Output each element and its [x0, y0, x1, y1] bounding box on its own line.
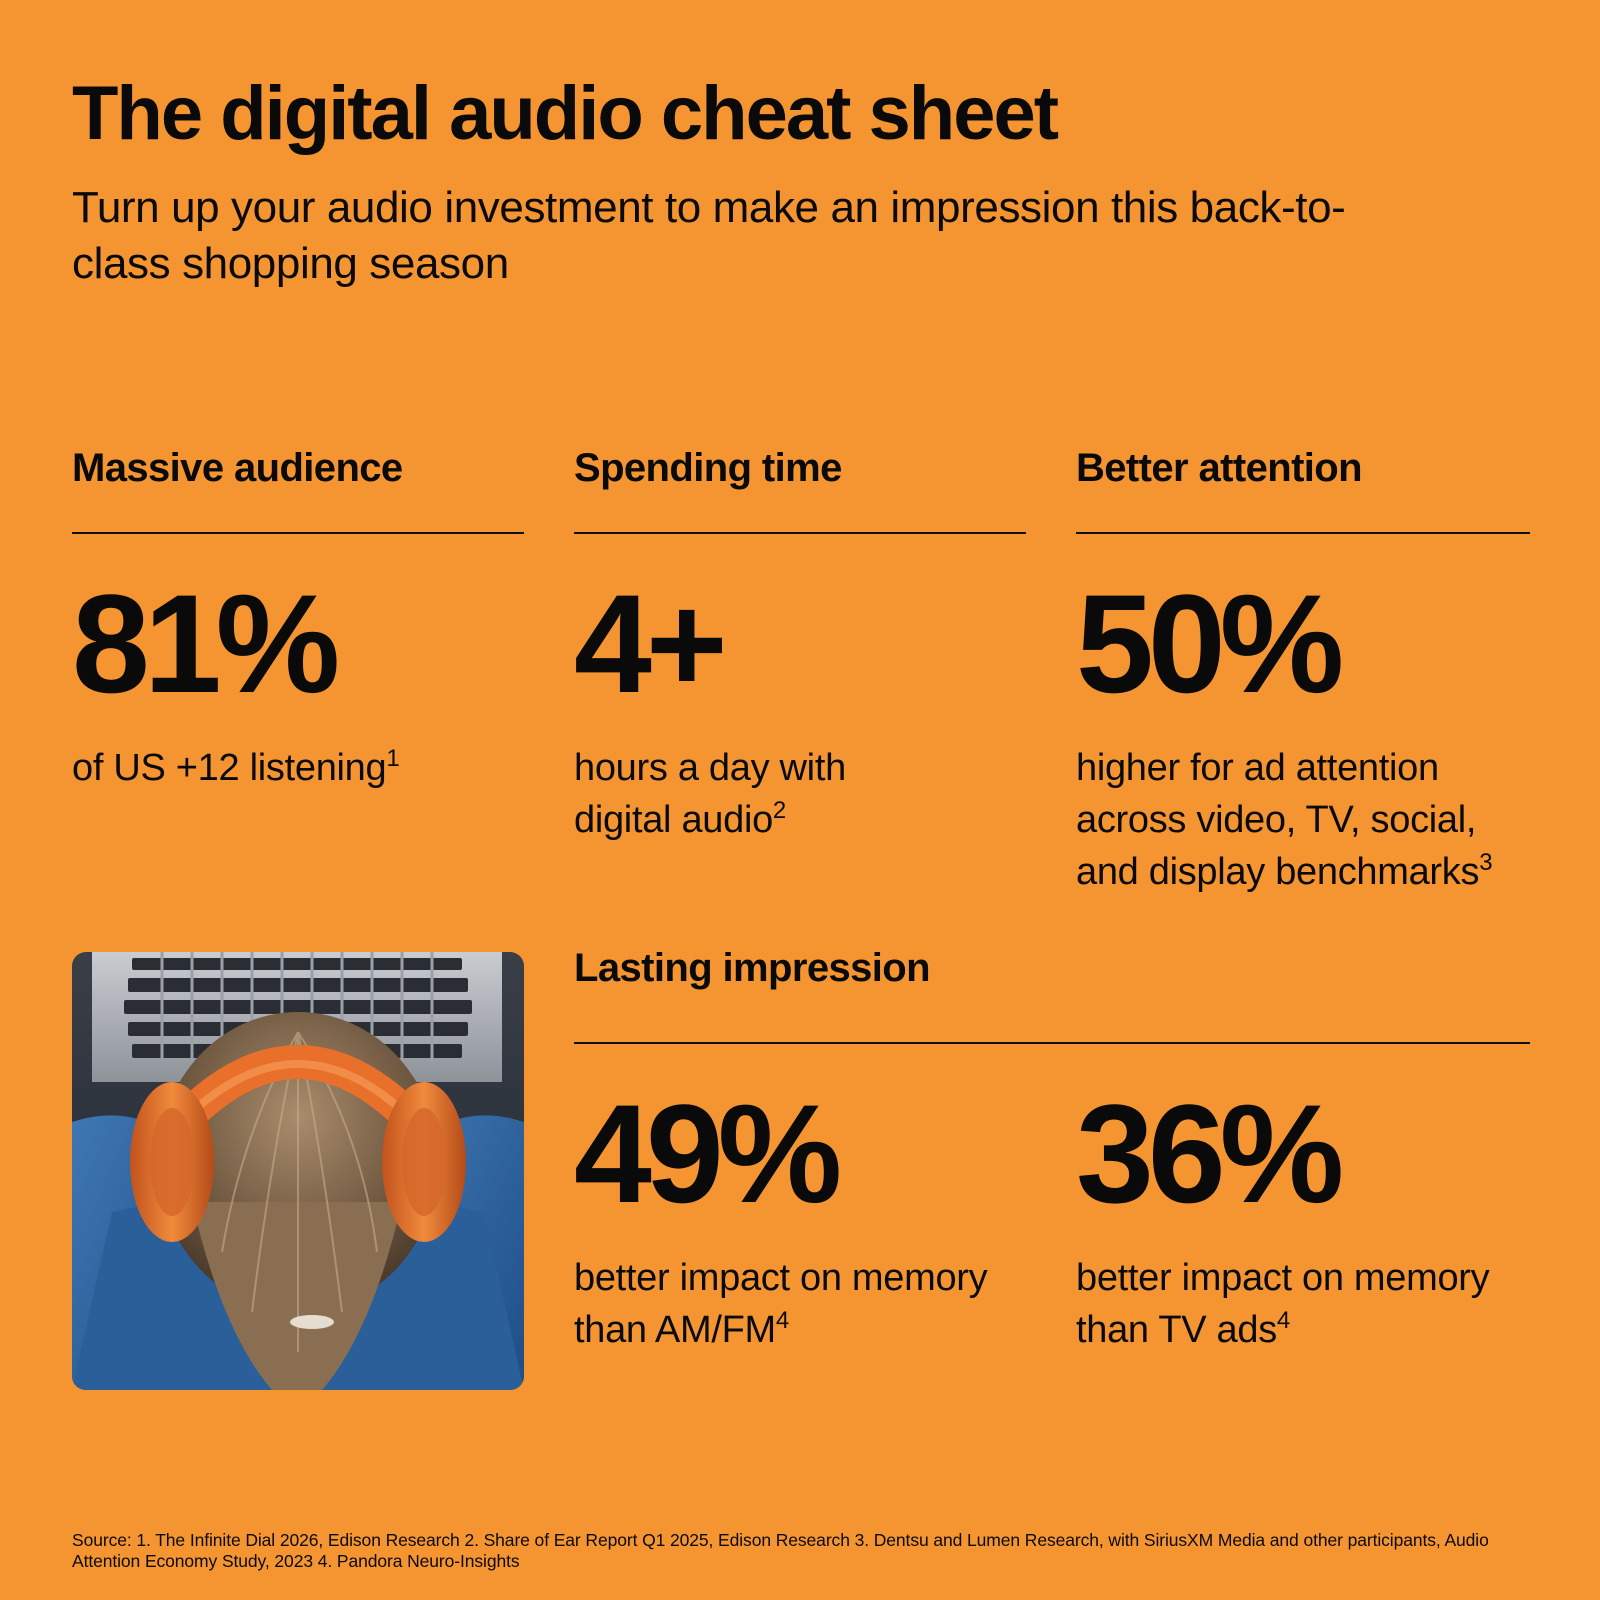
stat-description: hours a day with digital audio2: [574, 742, 894, 846]
footnote-marker: 3: [1479, 849, 1493, 876]
photo-illustration: [72, 952, 524, 1390]
stat-description-text: better impact on memory than AM/FM: [574, 1257, 988, 1351]
stat-description-text: of US +12 listening: [72, 747, 387, 789]
divider: [574, 1042, 1530, 1044]
stat-description: better impact on memory than AM/FM4: [574, 1252, 1044, 1356]
divider: [1076, 532, 1530, 534]
stat-description-text: higher for ad attention across video, TV…: [1076, 747, 1480, 893]
stat-heading: Massive audience: [72, 446, 403, 490]
stat-memory-amfm: 49% better impact on memory than AM/FM4: [574, 1044, 1044, 1356]
stat-heading: Better attention: [1076, 446, 1363, 490]
footnote-marker: 4: [1276, 1307, 1290, 1334]
footnote-marker: 2: [772, 797, 786, 824]
stat-description: higher for ad attention across video, TV…: [1076, 742, 1526, 898]
stat-description-text: hours a day with digital audio: [574, 747, 846, 841]
stat-value: 49%: [574, 1075, 842, 1232]
stat-value: 4+: [574, 565, 728, 722]
stat-description-text: better impact on memory than TV ads: [1076, 1257, 1490, 1351]
headphones-listener-photo: [72, 952, 524, 1390]
stat-memory-tv: 36% better impact on memory than TV ads4: [1076, 1044, 1546, 1356]
stat-heading: Spending time: [574, 446, 842, 490]
page-title: The digital audio cheat sheet: [72, 71, 1059, 156]
page-subtitle: Turn up your audio investment to make an…: [72, 183, 1346, 288]
divider: [72, 532, 524, 534]
stat-description: better impact on memory than TV ads4: [1076, 1252, 1546, 1356]
lasting-impression-section: Lasting impression: [574, 936, 1530, 1044]
footnote-marker: 4: [775, 1307, 789, 1334]
stat-massive-audience: Massive audience 81% of US +12 listening…: [72, 436, 524, 794]
divider: [574, 532, 1026, 534]
stat-value: 81%: [72, 565, 340, 722]
source-footnote: Source: 1. The Infinite Dial 2026, Ediso…: [72, 1530, 1489, 1571]
stat-value: 50%: [1076, 565, 1344, 722]
stat-description: of US +12 listening1: [72, 742, 492, 794]
footnote-marker: 1: [386, 745, 400, 772]
stat-value: 36%: [1076, 1075, 1344, 1232]
stat-spending-time: Spending time 4+ hours a day with digita…: [574, 436, 1026, 846]
section-heading: Lasting impression: [574, 946, 931, 990]
stat-better-attention: Better attention 50% higher for ad atten…: [1076, 436, 1530, 898]
